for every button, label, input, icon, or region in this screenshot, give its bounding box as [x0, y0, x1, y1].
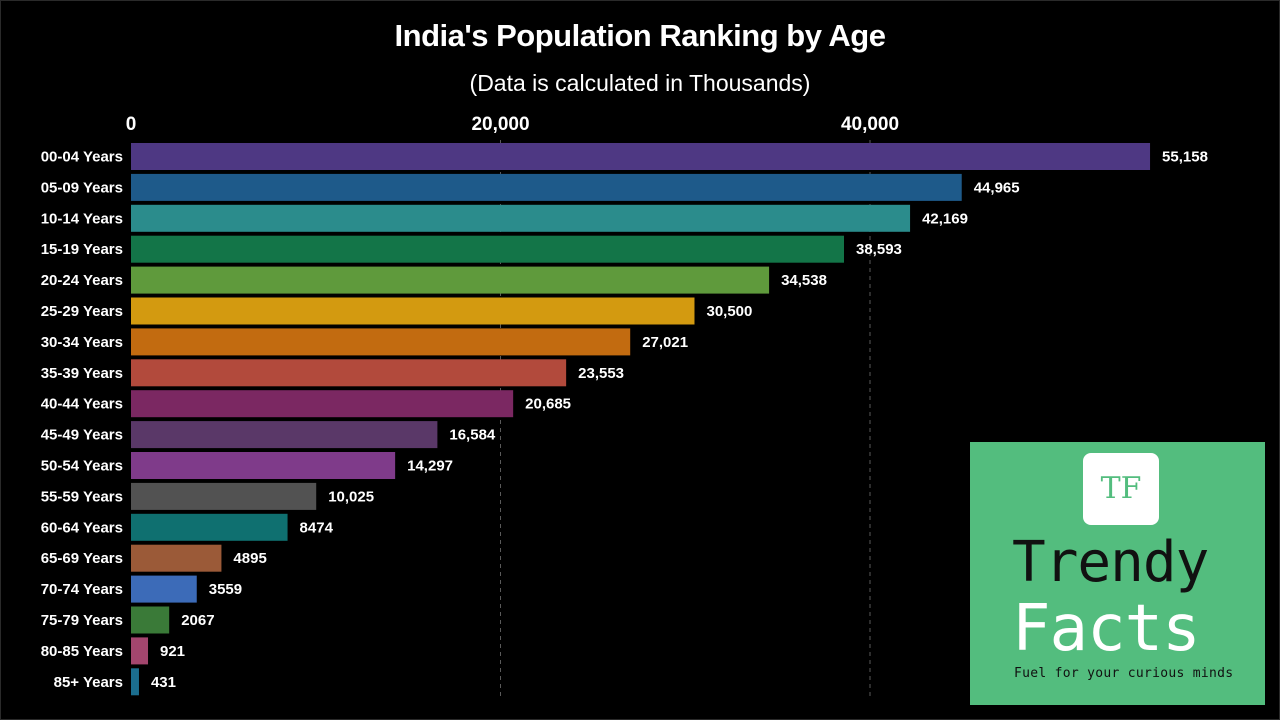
value-label: 34,538	[781, 272, 827, 289]
bar	[131, 482, 317, 510]
x-tick-label: 20,000	[471, 114, 529, 135]
bar	[131, 637, 149, 665]
bar	[131, 606, 170, 634]
category-label: 05-09 Years	[41, 179, 123, 196]
value-label: 921	[160, 643, 185, 660]
value-label: 38,593	[856, 241, 902, 258]
bar	[131, 266, 770, 294]
bar	[131, 452, 396, 479]
bar	[131, 328, 631, 356]
value-label: 2067	[181, 612, 214, 629]
value-label: 27,021	[642, 334, 688, 351]
category-label: 15-19 Years	[41, 241, 123, 258]
value-label: 42,169	[922, 210, 968, 227]
tf-badge-icon: TF	[1083, 453, 1159, 525]
value-label: 10,025	[328, 488, 374, 505]
value-label: 55,158	[1162, 149, 1208, 166]
value-label: 8474	[300, 519, 334, 536]
category-label: 50-54 Years	[41, 458, 123, 475]
category-label: 85+ Years	[54, 674, 123, 691]
category-label: 35-39 Years	[41, 365, 123, 382]
chart-subtitle: (Data is calculated in Thousands)	[469, 70, 811, 96]
value-label: 14,297	[407, 458, 453, 475]
bar	[131, 359, 567, 387]
value-label: 23,553	[578, 365, 624, 382]
category-label: 20-24 Years	[41, 272, 123, 289]
category-label: 60-64 Years	[41, 519, 123, 536]
category-label: 10-14 Years	[41, 210, 123, 227]
logo-word-trendy: Trendy	[1012, 530, 1209, 595]
category-label: 30-34 Years	[41, 334, 123, 351]
value-label: 44,965	[974, 179, 1020, 196]
category-label: 55-59 Years	[41, 488, 123, 505]
category-label: 70-74 Years	[41, 581, 123, 598]
bar	[131, 390, 514, 418]
bar	[131, 544, 222, 572]
bar	[131, 668, 139, 696]
bar	[131, 173, 962, 201]
bar	[131, 235, 845, 263]
category-label: 80-85 Years	[41, 643, 123, 660]
value-label: 3559	[209, 581, 242, 598]
category-label: 40-44 Years	[41, 396, 123, 413]
bar	[131, 204, 911, 232]
x-tick-label: 40,000	[841, 114, 899, 135]
value-label: 20,685	[525, 396, 571, 413]
category-label: 75-79 Years	[41, 612, 123, 629]
value-label: 431	[151, 674, 176, 691]
bar	[131, 421, 438, 449]
bar	[131, 575, 197, 603]
category-label: 65-69 Years	[41, 550, 123, 567]
logo-tagline: Fuel for your curious minds	[1014, 666, 1234, 681]
bar	[131, 143, 1151, 170]
category-label: 25-29 Years	[41, 303, 123, 320]
category-label: 45-49 Years	[41, 427, 123, 444]
x-tick-label: 0	[126, 114, 137, 135]
chart-title: India's Population Ranking by Age	[394, 18, 886, 53]
bar	[131, 297, 695, 325]
value-label: 16,584	[449, 427, 496, 444]
trendy-facts-logo: TF Trendy Facts Fuel for your curious mi…	[970, 442, 1265, 705]
logo-word-facts: Facts	[1012, 592, 1201, 666]
category-label: 00-04 Years	[41, 149, 123, 166]
value-label: 4895	[233, 550, 266, 567]
bar	[131, 513, 288, 541]
value-label: 30,500	[706, 303, 752, 320]
